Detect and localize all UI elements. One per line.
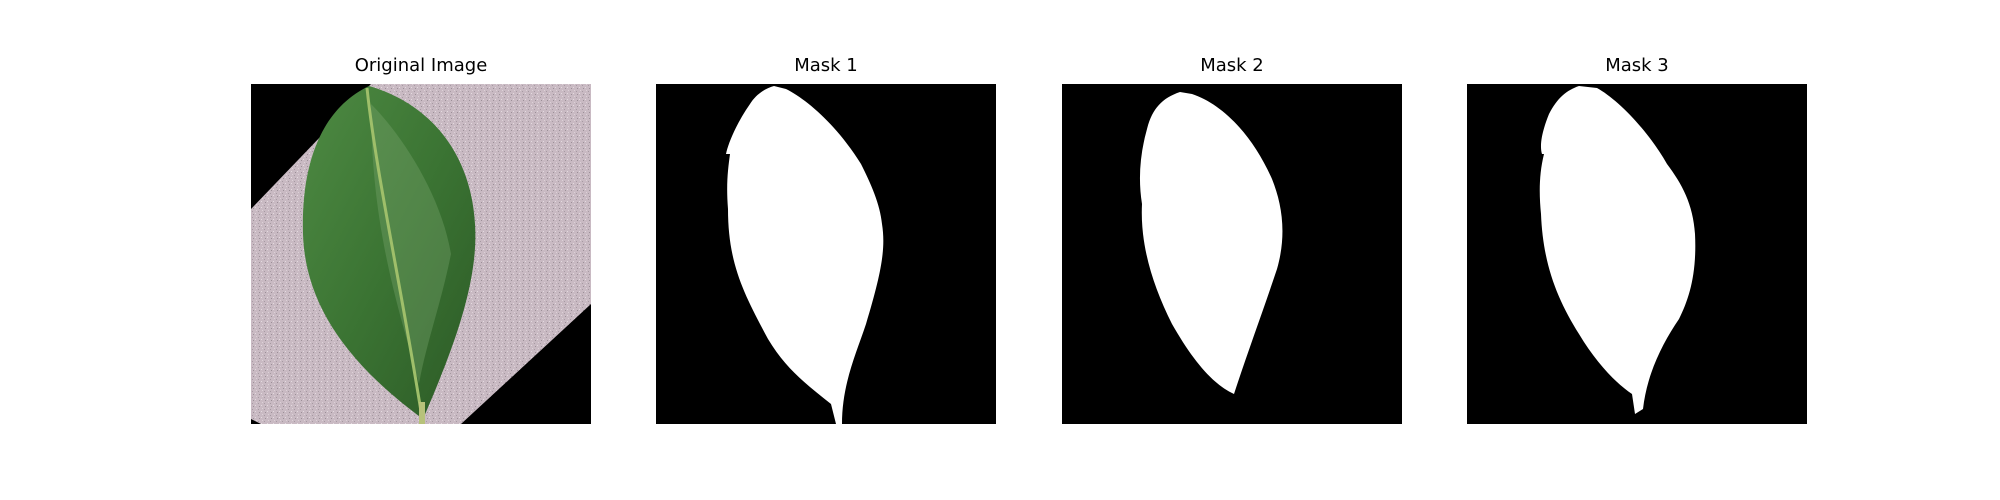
mask-leaf-shape xyxy=(1139,92,1283,394)
panel-title-mask-1: Mask 1 xyxy=(794,55,858,76)
panel-mask-2: Mask 2 xyxy=(1062,52,1402,424)
mask-2-image xyxy=(1062,84,1402,424)
panel-original-image: Original Image xyxy=(251,52,591,424)
leaf-midrib xyxy=(365,87,425,424)
panel-mask-1: Mask 1 xyxy=(656,52,996,424)
mask-leaf-shape xyxy=(726,86,884,424)
mask-leaf-shape xyxy=(1539,86,1696,414)
panel-mask-3: Mask 3 xyxy=(1467,52,1807,424)
original-image xyxy=(251,84,591,424)
panel-title-mask-3: Mask 3 xyxy=(1605,55,1669,76)
leaf-blade xyxy=(302,86,476,419)
panel-title-mask-2: Mask 2 xyxy=(1200,55,1264,76)
mask-3-image xyxy=(1467,84,1807,424)
leaf-highlight xyxy=(371,104,451,384)
mask-1-image xyxy=(656,84,996,424)
leaf-stem xyxy=(419,402,425,424)
panel-title-original: Original Image xyxy=(354,55,488,76)
